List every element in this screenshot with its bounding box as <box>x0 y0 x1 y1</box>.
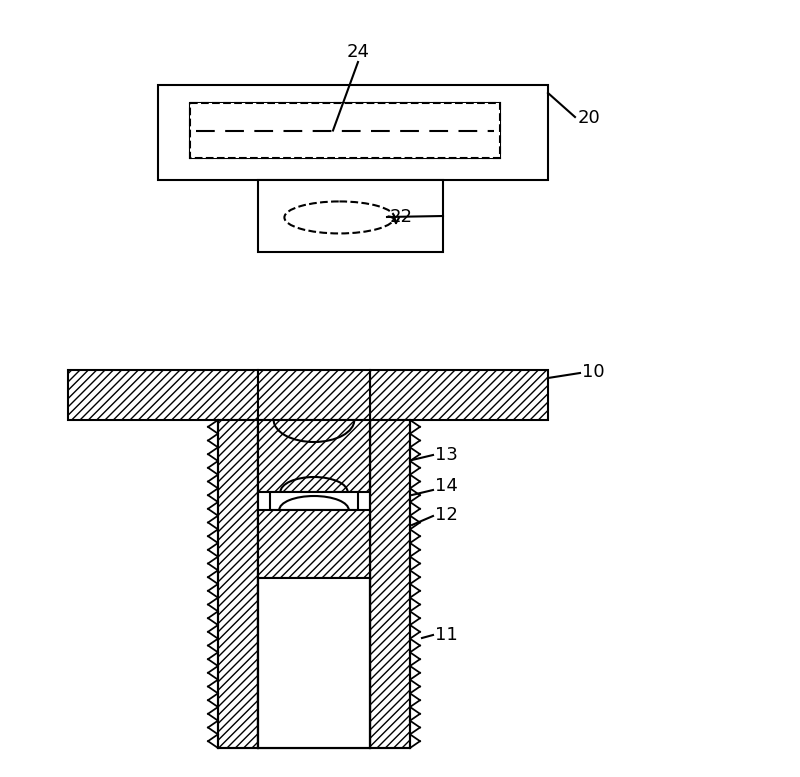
Bar <box>190 103 500 158</box>
Bar <box>68 370 258 420</box>
Bar <box>190 103 500 158</box>
Bar <box>218 420 258 748</box>
Bar <box>258 180 443 252</box>
Ellipse shape <box>285 201 394 233</box>
Bar <box>370 420 410 748</box>
Bar <box>258 510 370 578</box>
Text: 11: 11 <box>435 626 458 644</box>
Text: 13: 13 <box>435 446 458 464</box>
Text: 10: 10 <box>582 363 605 381</box>
Text: 14: 14 <box>435 477 458 495</box>
Text: 24: 24 <box>346 43 370 61</box>
Bar <box>258 578 370 748</box>
Bar <box>258 370 370 420</box>
Bar <box>370 370 548 420</box>
Text: 20: 20 <box>578 109 601 127</box>
Bar <box>270 492 358 510</box>
Text: 22: 22 <box>390 208 413 226</box>
Text: 12: 12 <box>435 506 458 524</box>
Bar <box>158 85 548 180</box>
Bar <box>258 420 370 492</box>
Bar <box>258 420 370 748</box>
